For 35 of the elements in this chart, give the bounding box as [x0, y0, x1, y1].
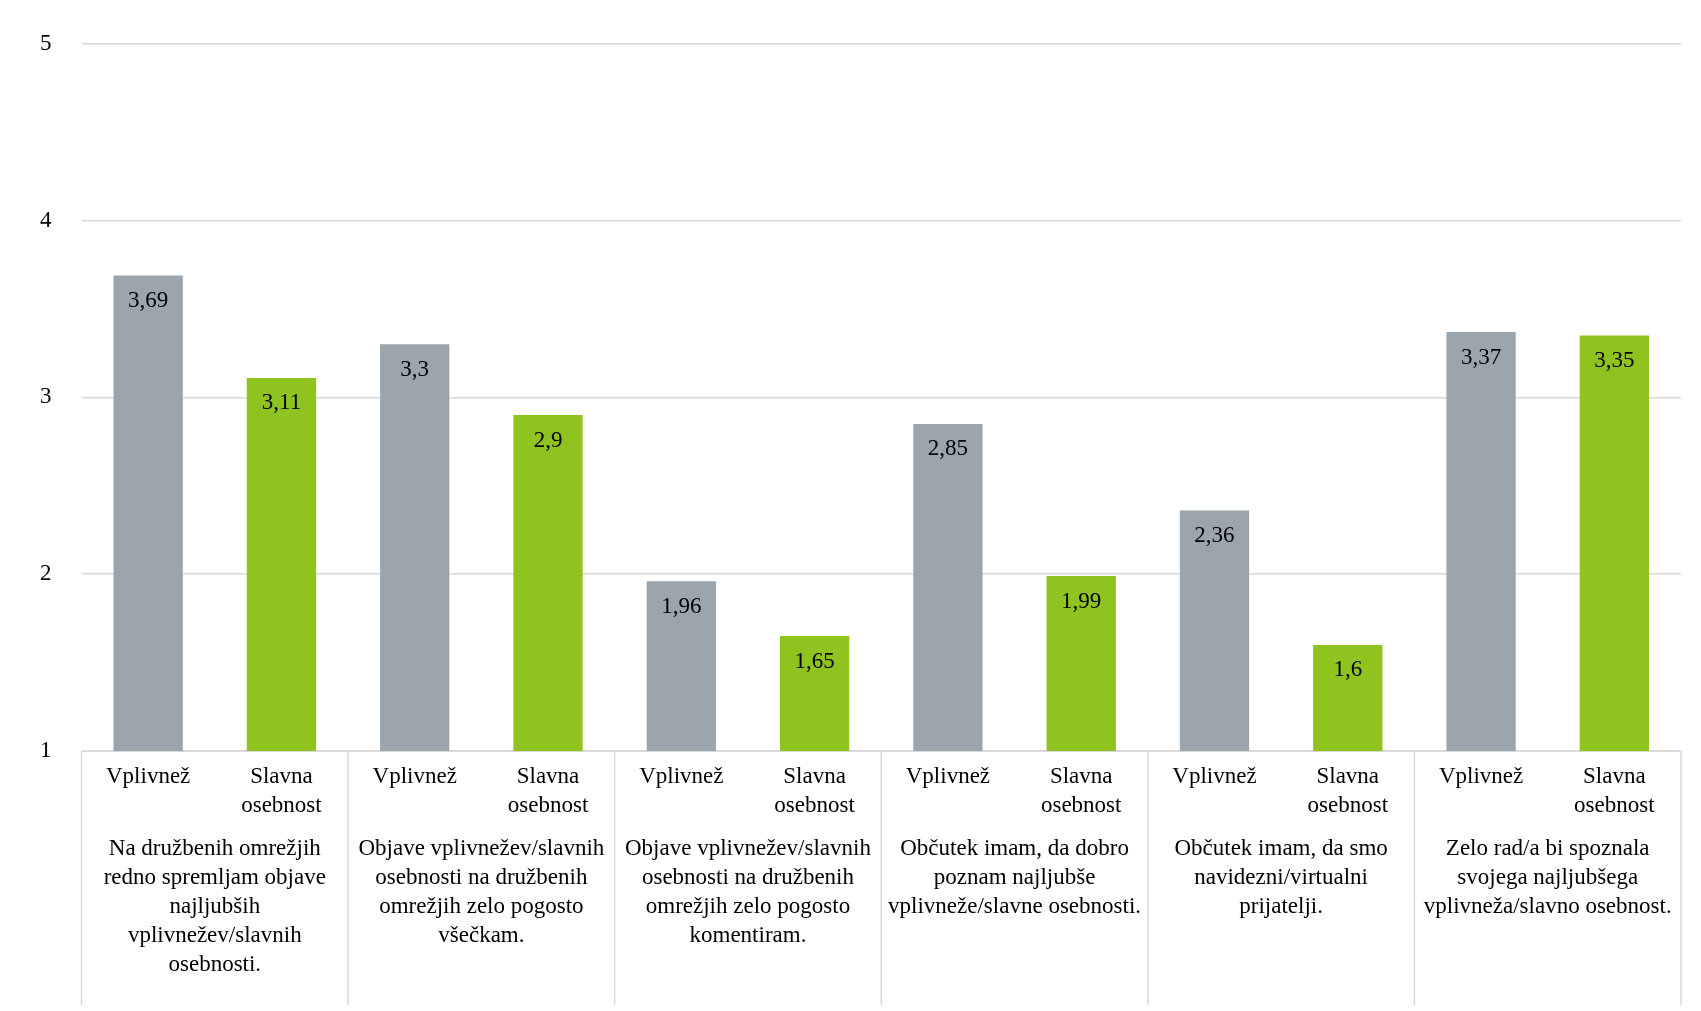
y-tick-label: 4: [40, 206, 52, 232]
y-tick-label: 5: [40, 29, 52, 55]
text: Vplivnež: [1438, 762, 1524, 788]
x-tick-label: Objave vplivnežev/slavnih osebnosti na družbenih omrežjih zelo pogosto komentiram.: [625, 834, 872, 947]
data-label: 2,9: [533, 426, 563, 452]
x-tick-label: Objave vplivnežev/slavnih osebnosti na družbenih omrežjih zelo pogosto všečkam.: [358, 834, 605, 947]
x-tick-label: Občutek imam, da dobro poznam najljubše vplivneže/slavne osebnosti.: [888, 834, 1142, 918]
data-label: 3,35: [1594, 347, 1635, 373]
data-label: 1,65: [794, 647, 835, 673]
data-label: 2,85: [927, 435, 969, 461]
text: Vplivnež: [639, 762, 724, 788]
y-tick-label: 3: [40, 383, 52, 409]
data-label: 3,3: [400, 355, 430, 381]
text: Slavna osebnost: [1574, 762, 1655, 817]
series-label: Vplivnež: [105, 762, 191, 788]
text: Vplivnež: [372, 762, 457, 788]
data-label: 2,36: [1194, 522, 1235, 548]
text: Vplivnež: [1172, 762, 1257, 788]
text: Slavna osebnost: [241, 762, 322, 817]
data-label: 3,11: [261, 389, 302, 415]
text: Vplivnež: [905, 762, 991, 788]
x-tick-label: Na družbenih omrežjih redno spremljam objave najljubših vplivnežev/slavnih osebnosti.: [103, 834, 326, 976]
x-tick-label: Občutek imam, da smo navidezni/virtualni prijatelji.: [1174, 834, 1388, 918]
text: Slavna osebnost: [1307, 762, 1389, 817]
data-label: 1,6: [1333, 656, 1363, 682]
y-tick-label: 2: [40, 560, 52, 586]
data-label: 1,99: [1061, 587, 1102, 613]
data-label: 1,96: [661, 592, 702, 618]
text: Slavna osebnost: [507, 762, 589, 817]
data-label: 3,37: [1460, 343, 1502, 369]
data-label: 3,69: [128, 286, 169, 312]
y-tick-label: 1: [40, 737, 52, 763]
series-label: Slavna osebnost: [1040, 762, 1123, 817]
x-tick-label: Zelo rad/a bi spoznala svojega najljubšega vplivneža/slavno osebnost.: [1423, 834, 1672, 918]
text: Slavna osebnost: [774, 762, 855, 817]
